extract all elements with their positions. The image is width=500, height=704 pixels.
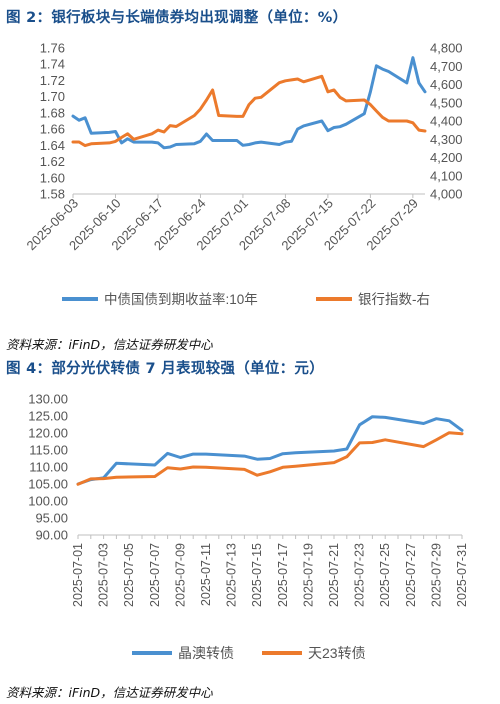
x-tick-label: 2025-07-15	[250, 543, 264, 607]
y-left-tick-label: 1.70	[40, 89, 65, 104]
x-tick-label: 2025-07-23	[353, 543, 367, 607]
y-tick-label: 130.00	[28, 392, 68, 407]
y-left-tick-label: 1.72	[40, 73, 65, 88]
figure1-title: 图 2：银行板块与长端债券均出现调整（单位：%）	[6, 10, 348, 26]
y-tick-label: 105.00	[28, 477, 68, 492]
x-tick-label: 2025-07-17	[276, 543, 290, 607]
x-tick-label: 2025-07-09	[173, 543, 187, 607]
x-tick-label: 2025-07-13	[225, 543, 239, 607]
x-tick-label: 2025-07-03	[97, 543, 111, 607]
figure2-source: 资料来源：iFinD，信达证券研发中心	[6, 685, 213, 700]
y-left-tick-label: 1.74	[40, 57, 65, 72]
y-right-tick-label: 4,200	[430, 150, 463, 165]
y-left-tick-label: 1.60	[40, 170, 65, 185]
y-tick-label: 95.00	[35, 511, 68, 526]
y-tick-label: 110.00	[29, 460, 68, 475]
y-tick-label: 125.00	[28, 409, 68, 424]
y-right-tick-label: 4,600	[430, 77, 463, 92]
x-tick-label: 2025-07-29	[429, 543, 443, 607]
y-right-tick-label: 4,000	[430, 187, 463, 202]
legend-label-2: 天23转债	[308, 645, 366, 661]
figure2-chart: 90.00 95.00 100.00 105.00 110.00 115.00 120.00…	[28, 392, 469, 662]
figure1-chart: 1.58 1.601.621.641.66 1.681.701.721.741.76…	[23, 41, 463, 308]
y-right-tick-label: 4,500	[430, 95, 463, 110]
x-tick-label: 2025-07-21	[327, 543, 341, 607]
y-right-tick-label: 4,300	[430, 132, 463, 147]
y-left-tick-label: 1.62	[40, 154, 65, 169]
y-tick-label: 100.00	[28, 494, 68, 509]
y-tick-label: 90.00	[35, 528, 68, 543]
y-left-tick-label: 1.64	[40, 138, 65, 153]
y-left-tick-label: 1.68	[40, 105, 65, 120]
legend-label-2: 银行指数-右	[358, 292, 430, 307]
figure2-title: 图 4：部分光伏转债 7 月表现较强（单位：元）	[6, 361, 325, 377]
x-tick-label: 2025-07-25	[378, 543, 392, 607]
series-line-1	[71, 56, 427, 150]
x-tick-label: 2025-07-19	[301, 543, 315, 607]
y-tick-label: 120.00	[28, 426, 68, 441]
x-tick-label: 2025-07-11	[199, 543, 213, 606]
x-tick-label: 2025-07-31	[455, 543, 469, 607]
legend-label-1: 中债国债到期收益率:10年	[104, 291, 258, 307]
y-left-tick-label: 1.58	[40, 187, 65, 202]
figure1-source: 资料来源：iFinD，信达证券研发中心	[6, 337, 213, 352]
x-tick-label: 2025-07-27	[404, 543, 418, 607]
x-tick-label: 2025-07-05	[122, 543, 136, 607]
y-left-tick-label: 1.66	[40, 122, 65, 137]
y-right-tick-label: 4,400	[430, 114, 463, 129]
series-line-2	[71, 74, 427, 148]
legend-label-1: 晶澳转债	[178, 645, 234, 661]
y-right-tick-label: 4,800	[430, 41, 463, 56]
y-right-tick-label: 4,100	[430, 168, 463, 183]
x-tick-label: 2025-07-07	[148, 543, 162, 607]
x-tick-label: 2025-07-01	[71, 543, 85, 607]
y-tick-label: 115.00	[29, 443, 68, 458]
series-line-2	[76, 431, 464, 486]
series-line-1	[76, 415, 464, 486]
y-right-tick-label: 4,700	[430, 59, 463, 74]
y-left-tick-label: 1.76	[40, 41, 65, 56]
